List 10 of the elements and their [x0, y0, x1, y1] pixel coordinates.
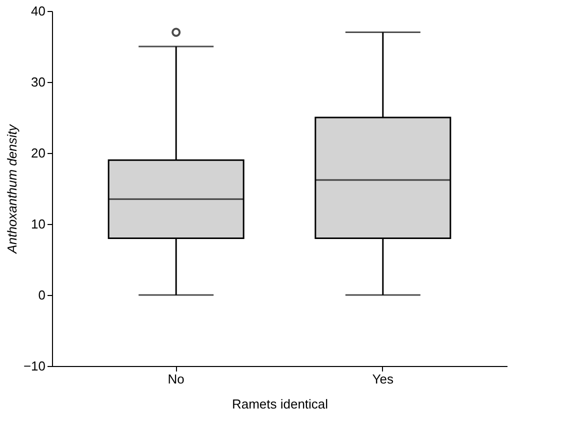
y-tick-label: 10 — [31, 216, 46, 232]
x-tick-label: No — [168, 372, 184, 386]
y-tick-label: 20 — [31, 146, 46, 160]
y-tick-label: −10 — [23, 358, 46, 374]
y-axis-title: Anthoxanthum density — [4, 123, 20, 254]
x-axis-title: Ramets identical — [232, 396, 328, 412]
y-tick-label: 40 — [31, 4, 46, 18]
x-tick-label: Yes — [372, 372, 394, 386]
y-tick-label: 30 — [31, 74, 46, 90]
y-tick-label: 0 — [38, 288, 46, 302]
